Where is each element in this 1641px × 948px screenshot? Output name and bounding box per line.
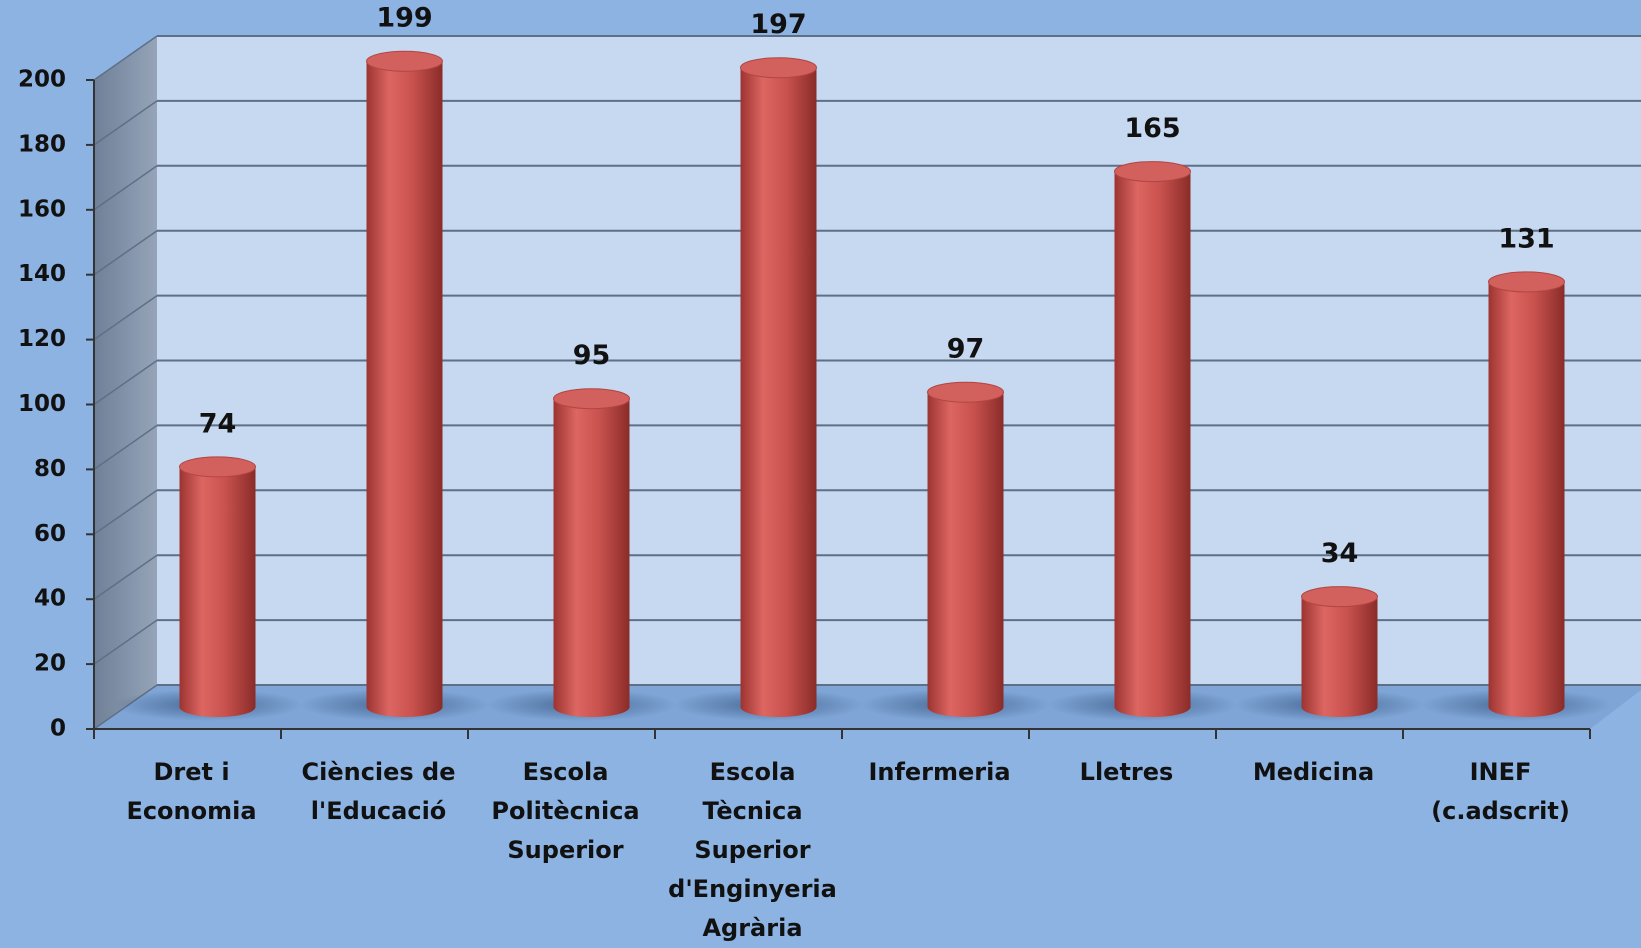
x-tick-label: Escola Tècnica Superior d'Enginyeria Agr… bbox=[668, 758, 837, 942]
bar-top bbox=[179, 456, 256, 478]
grid-line bbox=[93, 359, 158, 406]
grid-line bbox=[93, 424, 158, 471]
y-tick-label: 180 bbox=[18, 131, 66, 157]
y-tick-label: 80 bbox=[34, 456, 66, 482]
x-tick-label: Medicina bbox=[1252, 758, 1375, 786]
bar bbox=[366, 61, 443, 718]
y-tick-label: 60 bbox=[34, 521, 66, 547]
value-label: 34 bbox=[1321, 538, 1359, 569]
bar bbox=[179, 466, 256, 718]
x-tick-label: Escola Politècnica Superior bbox=[491, 758, 640, 864]
bar bbox=[553, 398, 630, 718]
bar bbox=[1301, 596, 1378, 718]
x-tick-label: INEF (c.adscrit) bbox=[1431, 758, 1570, 825]
grid-line bbox=[93, 489, 158, 535]
bar-top bbox=[1488, 271, 1565, 293]
grid-line bbox=[93, 619, 158, 665]
x-tick-label: Dret i Economia bbox=[126, 758, 257, 825]
value-label: 199 bbox=[376, 3, 432, 34]
grid-line bbox=[93, 554, 158, 600]
bar-top bbox=[1301, 586, 1378, 608]
grid-line bbox=[93, 35, 158, 81]
value-label: 197 bbox=[750, 9, 806, 40]
grid-line bbox=[93, 294, 158, 341]
y-tick-label: 160 bbox=[18, 196, 66, 222]
bar bbox=[740, 67, 817, 718]
bar bbox=[1114, 171, 1191, 718]
value-label: 74 bbox=[199, 408, 237, 439]
y-tick-label: 140 bbox=[18, 261, 66, 287]
y-tick-label: 120 bbox=[18, 326, 66, 352]
value-label: 131 bbox=[1498, 223, 1554, 254]
grid-line bbox=[93, 100, 158, 146]
grid-line bbox=[93, 165, 158, 211]
grid-line bbox=[93, 230, 158, 276]
bar-top bbox=[927, 381, 1004, 403]
value-label: 97 bbox=[947, 334, 985, 365]
y-tick-label: 20 bbox=[34, 651, 66, 677]
y-tick-label: 100 bbox=[18, 391, 66, 417]
bar bbox=[1488, 281, 1565, 718]
x-tick-label: Ciències de l'Educació bbox=[301, 758, 456, 825]
bar bbox=[927, 392, 1004, 718]
bar-top bbox=[553, 388, 630, 410]
value-label: 165 bbox=[1124, 113, 1180, 144]
value-label: 95 bbox=[573, 340, 611, 371]
x-tick-label: Infermeria bbox=[868, 758, 1011, 786]
bar-top bbox=[366, 50, 443, 72]
y-tick-label: 0 bbox=[50, 716, 66, 742]
y-tick-label: 200 bbox=[18, 67, 66, 93]
y-tick-label: 40 bbox=[34, 586, 66, 612]
x-tick-label: Lletres bbox=[1079, 758, 1174, 786]
bar-top bbox=[1114, 161, 1191, 183]
bar-top bbox=[740, 57, 817, 79]
